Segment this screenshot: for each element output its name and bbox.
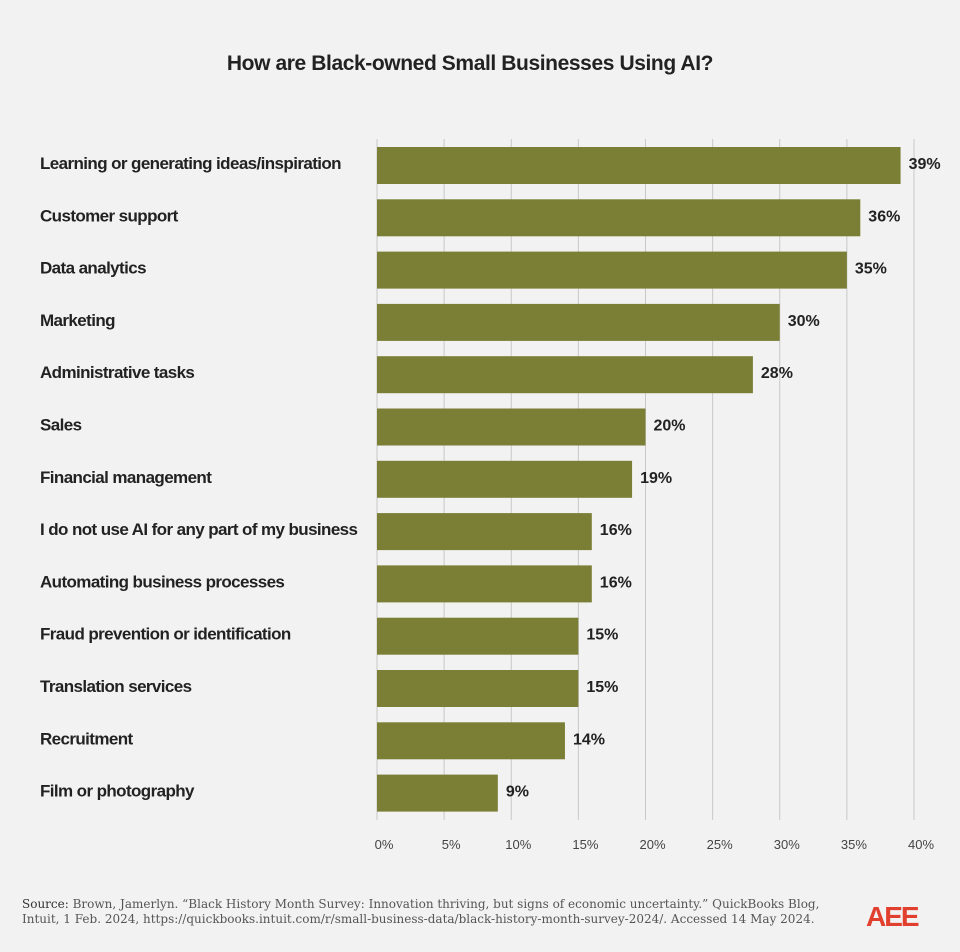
bar	[377, 303, 780, 341]
category-label: Data analytics	[40, 259, 146, 278]
bar	[377, 722, 565, 760]
category-label: Financial management	[40, 468, 212, 487]
x-tick-label: 25%	[707, 837, 733, 852]
bar	[377, 565, 592, 603]
bar-chart: 0% 5% 10% 15% 20% 25% 30% 35% 40% Learning or gen…	[40, 139, 941, 852]
bar	[377, 251, 847, 289]
bars	[377, 147, 901, 812]
category-label: Administrative tasks	[40, 363, 194, 382]
value-label: 35%	[855, 261, 887, 278]
bar	[377, 199, 861, 237]
value-label: 15%	[586, 679, 618, 696]
chart-title: How are Black-owned Small Businesses Usi…	[226, 52, 714, 75]
bar	[377, 617, 579, 655]
category-label: Sales	[40, 416, 82, 435]
category-label: Translation services	[40, 677, 192, 696]
category-label: Film or photography	[40, 782, 195, 801]
value-label: 16%	[600, 522, 632, 539]
x-tick-label: 35%	[841, 837, 867, 852]
x-tick-label: 15%	[572, 837, 598, 852]
x-tick-label: 40%	[908, 837, 934, 852]
x-tick-label: 10%	[505, 837, 531, 852]
category-label: I do not use AI for any part of my busin…	[40, 520, 358, 539]
value-label: 16%	[600, 574, 632, 591]
category-label: Learning or generating ideas/inspiration	[40, 154, 341, 173]
x-tick-label: 20%	[639, 837, 665, 852]
source-label: Source:	[22, 897, 69, 911]
bar	[377, 460, 633, 498]
source-note: Source: Brown, Jamerlyn. “Black History …	[22, 897, 822, 927]
value-label: 19%	[640, 470, 672, 487]
category-label: Automating business processes	[40, 572, 284, 591]
value-label: 36%	[868, 208, 900, 225]
bar	[377, 513, 592, 551]
category-label: Recruitment	[40, 729, 134, 748]
category-label: Marketing	[40, 311, 115, 330]
bar	[377, 774, 498, 812]
category-label: Customer support	[40, 206, 179, 225]
value-label: 15%	[586, 627, 618, 644]
value-label: 9%	[506, 784, 529, 801]
bar	[377, 147, 901, 184]
value-label: 39%	[909, 156, 941, 173]
value-label: 28%	[761, 365, 793, 382]
bar	[377, 408, 646, 446]
x-tick-label: 0%	[375, 837, 394, 852]
aee-logo: AEE	[866, 901, 920, 932]
category-label: Fraud prevention or identification	[40, 625, 291, 644]
x-tick-label: 30%	[774, 837, 800, 852]
x-tick-label: 5%	[442, 837, 461, 852]
value-label: 14%	[573, 731, 605, 748]
value-label: 30%	[788, 313, 820, 330]
source-text: Brown, Jamerlyn. “Black History Month Su…	[22, 897, 820, 926]
labels: 0% 5% 10% 15% 20% 25% 30% 35% 40% Learning or gen…	[40, 154, 941, 852]
value-label: 20%	[654, 418, 686, 435]
bar	[377, 356, 753, 394]
bar	[377, 670, 579, 707]
